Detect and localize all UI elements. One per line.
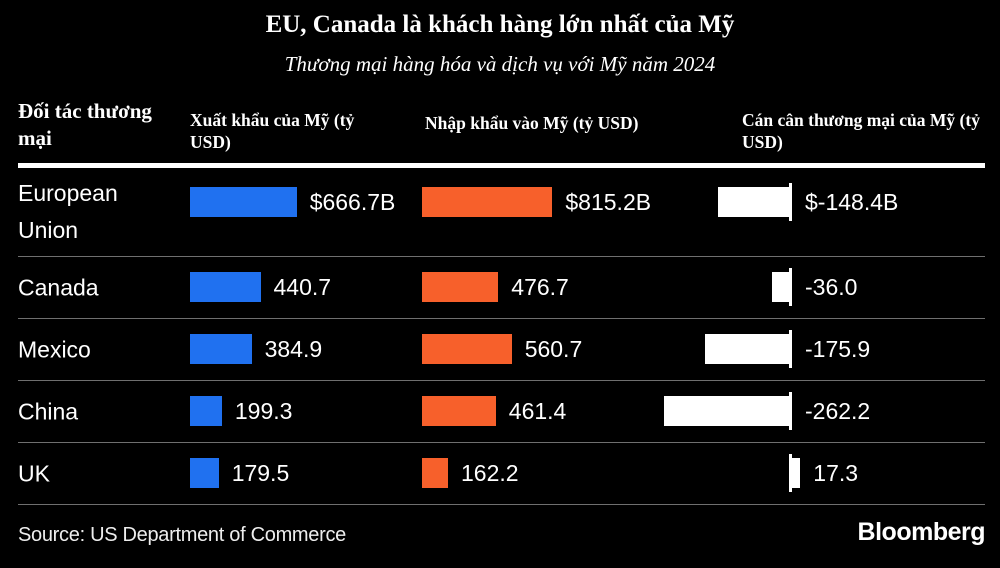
imports-bar [422,458,448,488]
balance-bar [704,334,789,364]
balance-zero-axis [789,183,792,221]
exports-bar [190,187,297,217]
imports-cell: 162.2 [422,458,519,488]
balance-bar [792,458,801,488]
imports-value: 162.2 [461,459,519,486]
partner-label: Mexico [18,336,91,362]
exports-cell: 179.5 [190,458,289,488]
exports-cell: 384.9 [190,334,322,364]
bloomberg-logo: Bloomberg [857,518,986,546]
column-header-balance: Cán cân thương mại của Mỹ (tỷ USD) [742,110,980,153]
imports-bar [422,396,496,426]
column-header-imports: Nhập khẩu vào Mỹ (tỷ USD) [425,113,639,133]
table-row: China 199.3 461.4 -262.2 [18,381,985,443]
imports-value: $815.2B [565,188,652,215]
partner-label: European Union [18,180,118,243]
balance-value: 17.3 [813,460,859,486]
imports-cell: 461.4 [422,396,566,426]
exports-cell: $666.7B [190,187,395,217]
exports-bar [190,396,222,426]
balance-value: -175.9 [805,336,871,362]
imports-bar [422,334,512,364]
imports-value: 560.7 [524,335,583,362]
imports-cell: 476.7 [422,272,569,302]
exports-value: 199.3 [234,397,293,424]
chart-title: EU, Canada là khách hàng lớn nhất của Mỹ [265,11,735,38]
exports-value: 384.9 [264,335,323,362]
exports-value: 440.7 [273,273,332,300]
imports-cell: $815.2B [422,187,651,217]
column-header-partner: Đối tác thương mại [18,99,152,150]
imports-bar [422,272,499,302]
balance-zero-axis [789,454,792,492]
balance-zero-axis [789,392,792,430]
balance-value: -262.2 [805,398,871,424]
column-header-exports: Xuất khẩu của Mỹ (tỷ USD) [190,110,355,153]
imports-bar [422,187,553,217]
table-row: Mexico 384.9 560.7 -175.9 [18,319,985,381]
header-rule [18,163,985,168]
partner-label: UK [18,460,50,486]
table-row: Canada 440.7 476.7 -36.0 [18,257,985,319]
imports-value: 476.7 [511,273,569,300]
source-text: Source: US Department of Commerce [18,524,347,546]
exports-value: $666.7B [309,188,396,215]
balance-value: -36.0 [805,274,858,300]
exports-bar [190,458,219,488]
exports-bar [190,334,252,364]
rows: European Union $666.7B $815.2B $-148.4B Cana… [18,168,985,505]
table-row: UK 179.5 162.2 17.3 [18,443,985,505]
chart-subtitle: Thương mại hàng hóa và dịch vụ với Mỹ nă… [284,52,716,76]
exports-bar [190,272,261,302]
partner-label: Canada [18,274,99,300]
balance-zero-axis [789,330,792,368]
table-row: European Union $666.7B $815.2B $-148.4B [18,168,985,257]
imports-value: 461.4 [508,397,567,424]
exports-cell: 199.3 [190,396,292,426]
exports-cell: 440.7 [190,272,331,302]
imports-cell: 560.7 [422,334,582,364]
balance-value: $-148.4B [805,189,899,215]
balance-bar [718,187,789,217]
balance-bar [663,396,789,426]
exports-value: 179.5 [231,459,290,486]
partner-label: China [18,398,79,424]
balance-zero-axis [789,268,792,306]
balance-bar [771,272,789,302]
